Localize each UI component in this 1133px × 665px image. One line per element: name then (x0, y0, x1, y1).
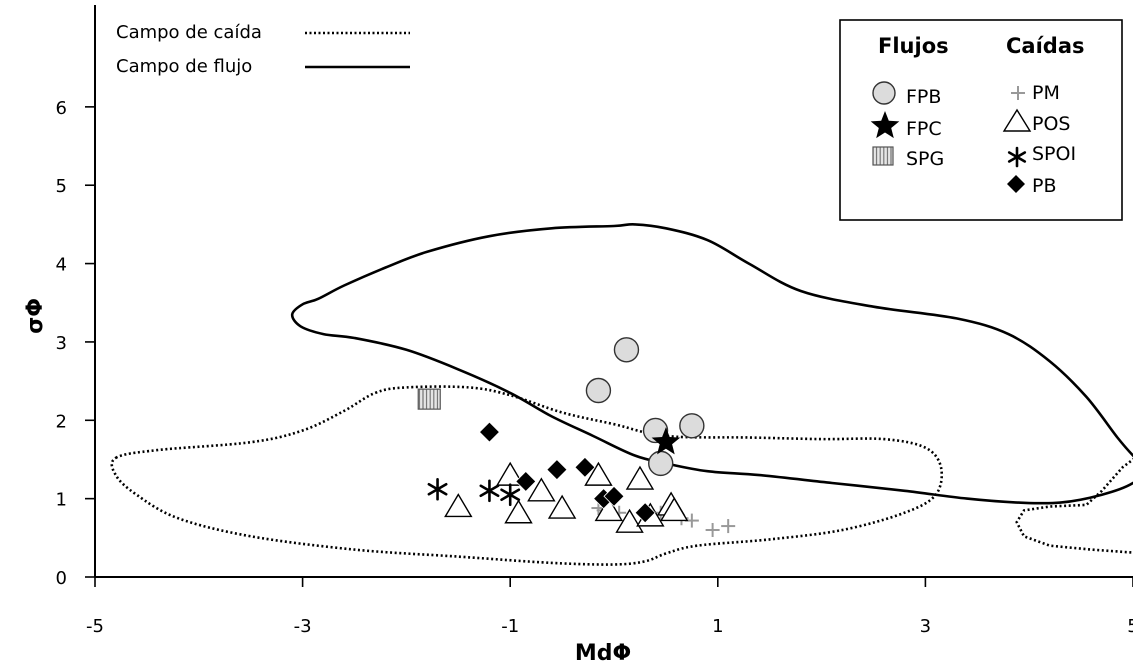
x-axis-title: MdΦ (575, 641, 631, 665)
x-tick-label: 1 (712, 616, 723, 637)
y-axis-title: σΦ (23, 298, 48, 334)
legend-fpc-marker (870, 111, 900, 139)
point-spoi (427, 477, 448, 501)
legend-fpb-label: FPB (906, 86, 941, 108)
point-fpb (585, 377, 612, 404)
legend-pb-marker (1007, 175, 1025, 193)
y-tick-label: 1 (56, 490, 67, 511)
point-pb (603, 485, 625, 507)
point-fpb (679, 413, 705, 439)
field-legend-caida-label: Campo de caída (116, 22, 262, 43)
point-fpb (613, 337, 640, 363)
y-tick-label: 4 (56, 255, 67, 276)
x-tick-label: -1 (501, 616, 519, 637)
legend-fpc-label: FPC (906, 118, 942, 140)
points-layer (417, 337, 736, 537)
x-tick-label: 3 (920, 616, 931, 637)
legend-pos-marker (1002, 108, 1032, 132)
legend-title-caidas: Caídas (1006, 34, 1084, 58)
point-pos (659, 497, 689, 522)
legend-spg-marker (872, 146, 894, 166)
legend: Flujos Caídas FPB FPC SPG PM POS SPOI PB (839, 19, 1123, 221)
point-spoi (479, 479, 500, 503)
point-fpb (642, 417, 669, 444)
point-pb (634, 502, 656, 524)
point-spg (417, 388, 441, 410)
y-tick-label: 3 (56, 333, 67, 354)
point-pos (444, 493, 473, 518)
ticks-layer: -5 -3 -1 1 3 5 0 1 2 3 4 5 6 (56, 98, 1133, 637)
y-tick-label: 5 (56, 176, 67, 197)
point-pos (584, 461, 613, 486)
legend-spoi-marker (1007, 146, 1027, 168)
point-pos (594, 497, 624, 522)
legend-fpb-marker (872, 81, 896, 105)
caida-field-outline-right (1015, 457, 1133, 554)
point-fpc (651, 427, 681, 455)
point-pos (527, 477, 556, 502)
flujo-field-outline (290, 223, 1133, 505)
legend-pb-label: PB (1032, 175, 1057, 197)
x-tick-label: -3 (294, 616, 312, 637)
point-pm (721, 519, 736, 534)
y-tick-label: 0 (56, 568, 67, 589)
y-tick-label: 2 (56, 411, 67, 432)
point-spoi (500, 483, 521, 507)
x-tick-label: -5 (86, 616, 104, 637)
fields-layer (110, 223, 1133, 566)
legend-title-flujos: Flujos (878, 34, 949, 58)
point-pb (546, 459, 568, 481)
field-legend-flujo-label: Campo de flujo (116, 56, 252, 77)
legend-pos-label: POS (1032, 113, 1070, 135)
field-legend: Campo de caída Campo de flujo (116, 22, 410, 77)
x-tick-label: 5 (1127, 616, 1133, 637)
legend-spg-label: SPG (906, 148, 944, 170)
point-pm (705, 522, 720, 537)
y-tick-label: 6 (56, 98, 67, 119)
point-pb (515, 470, 537, 492)
point-pb (478, 421, 501, 443)
point-pos (625, 465, 655, 490)
point-pos (547, 494, 577, 519)
point-pb (574, 456, 596, 478)
point-pos (615, 508, 644, 533)
point-fpb (648, 450, 674, 477)
legend-pm-label: PM (1032, 82, 1060, 104)
point-pos (504, 499, 533, 524)
legend-spoi-label: SPOI (1032, 143, 1076, 165)
legend-pm-marker (1011, 86, 1025, 100)
